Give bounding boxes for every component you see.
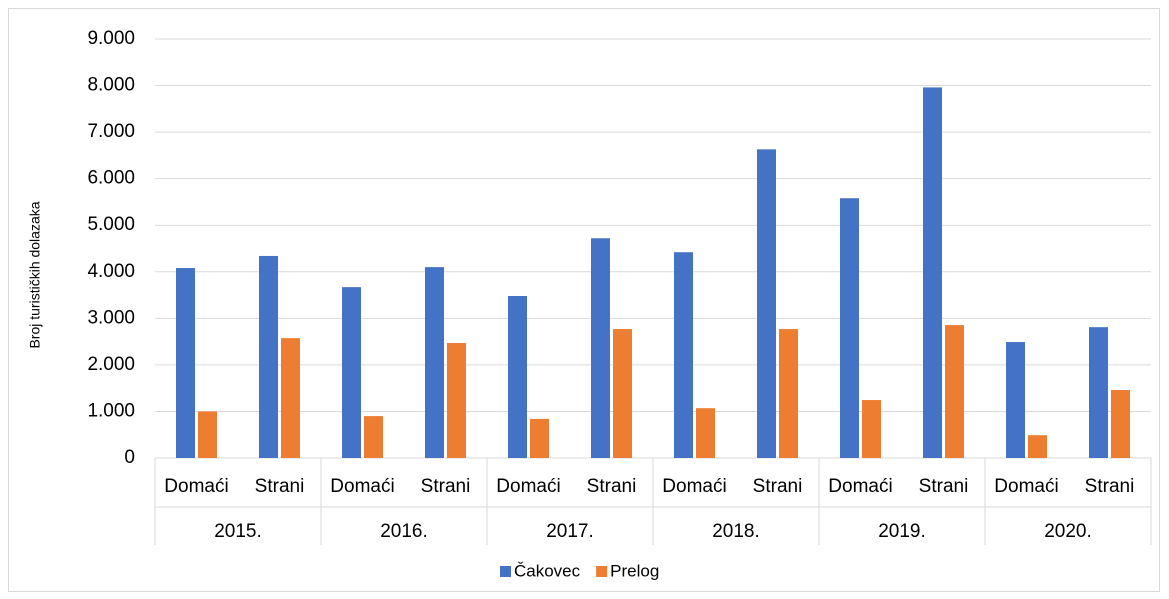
y-tick-label: 8.000 (87, 75, 135, 96)
bar (425, 267, 444, 458)
x-tick-label: Domaći (330, 476, 394, 497)
y-tick-label: 9.000 (87, 28, 135, 49)
group-label: 2020. (1044, 521, 1092, 542)
bar (281, 338, 300, 458)
x-tick-label: Strani (753, 476, 803, 497)
x-tick-label: Strani (255, 476, 305, 497)
y-tick-label: 4.000 (87, 261, 135, 282)
bar (1111, 390, 1130, 458)
bar (674, 252, 693, 458)
group-label: 2018. (712, 521, 760, 542)
x-tick-label: Strani (1085, 476, 1135, 497)
y-tick-label: 5.000 (87, 214, 135, 235)
y-tick-label: 3.000 (87, 307, 135, 328)
bar (757, 149, 776, 458)
bar (342, 287, 361, 458)
bar (259, 255, 278, 458)
x-tick-label: Domaći (662, 476, 726, 497)
bar (1006, 342, 1025, 458)
legend-label: Čakovec (514, 561, 581, 580)
legend-swatch (596, 566, 608, 577)
bar (591, 238, 610, 458)
group-label: 2019. (878, 521, 926, 542)
bar (1089, 327, 1108, 458)
bar (923, 87, 942, 458)
bar (945, 325, 964, 458)
y-tick-label: 2.000 (87, 354, 135, 375)
x-tick-label: Strani (587, 476, 637, 497)
bar (198, 411, 217, 458)
chart-border (8, 8, 1160, 592)
bar (613, 329, 632, 458)
y-tick-label: 7.000 (87, 121, 135, 142)
x-tick-label: Strani (421, 476, 471, 497)
y-tick-label: 6.000 (87, 168, 135, 189)
bar (508, 295, 527, 458)
group-label: 2015. (214, 521, 262, 542)
x-tick-label: Domaći (496, 476, 560, 497)
bar (176, 268, 195, 458)
legend-label: Prelog (610, 561, 659, 580)
x-tick-label: Strani (919, 476, 969, 497)
y-tick-label: 1.000 (87, 400, 135, 421)
bar (779, 329, 798, 458)
bar (1028, 435, 1047, 458)
y-tick-label: 0 (124, 447, 135, 468)
bar (447, 343, 466, 458)
bar (696, 408, 715, 458)
bar (840, 198, 859, 458)
x-tick-label: Domaći (828, 476, 892, 497)
legend-swatch (500, 566, 511, 577)
x-tick-label: Domaći (164, 476, 228, 497)
bar (530, 418, 549, 458)
bar (862, 400, 881, 458)
group-label: 2017. (546, 521, 594, 542)
group-label: 2016. (380, 521, 428, 542)
y-axis-title: Broj turističkih dolazaka (27, 201, 43, 348)
bar (364, 416, 383, 458)
x-tick-label: Domaći (994, 476, 1058, 497)
